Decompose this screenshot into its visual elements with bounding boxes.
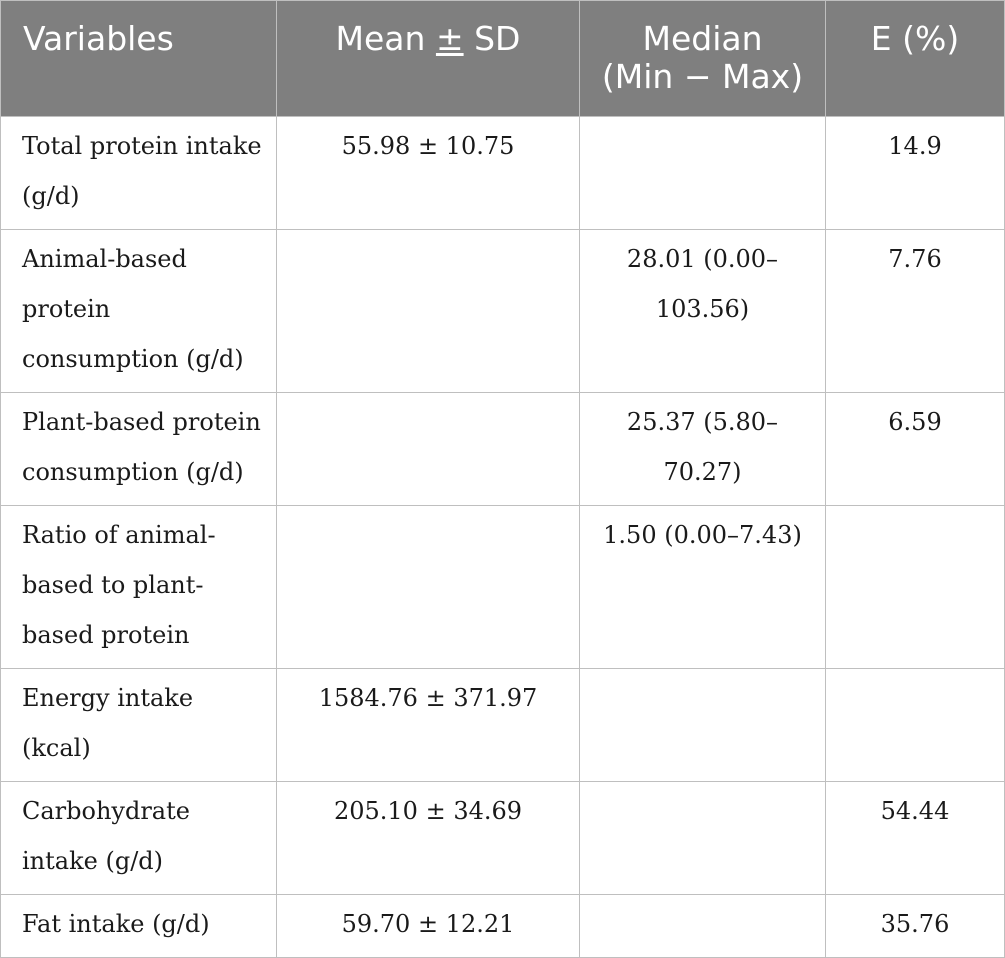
cell-variable: Energy intake (kcal) <box>0 668 277 782</box>
table-row: Animal-based protein consumption (g/d) 2… <box>0 229 1005 393</box>
cell-mean-sd <box>276 229 580 393</box>
cell-energy-percent: 35.76 <box>825 894 1005 958</box>
cell-variable: Fat intake (g/d) <box>0 894 277 958</box>
cell-variable: Plant-based protein consumption (g/d) <box>0 392 277 506</box>
table-row: Carbohydrate intake (g/d) 205.10 ± 34.69… <box>0 781 1005 895</box>
table-row: Energy intake (kcal) 1584.76 ± 371.97 <box>0 668 1005 782</box>
plus-minus-sign: ± <box>435 19 464 58</box>
cell-energy-percent: 7.76 <box>825 229 1005 393</box>
cell-median <box>579 894 826 958</box>
cell-median <box>579 668 826 782</box>
cell-mean-sd <box>276 505 580 669</box>
table-row: Total protein intake (g/d) 55.98 ± 10.75… <box>0 116 1005 230</box>
cell-median: 25.37 (5.80–70.27) <box>579 392 826 506</box>
cell-energy-percent: 14.9 <box>825 116 1005 230</box>
cell-median: 1.50 (0.00–7.43) <box>579 505 826 669</box>
cell-mean-sd <box>276 392 580 506</box>
cell-median <box>579 116 826 230</box>
header-median: Median (Min − Max) <box>579 0 826 117</box>
cell-variable: Animal-based protein consumption (g/d) <box>0 229 277 393</box>
header-energy-percent: E (%) <box>825 0 1005 117</box>
table-header: Variables Mean ± SD Median (Min − Max) E … <box>0 0 1005 117</box>
cell-variable: Total protein intake (g/d) <box>0 116 277 230</box>
cell-energy-percent <box>825 505 1005 669</box>
cell-energy-percent: 6.59 <box>825 392 1005 506</box>
cell-median: 28.01 (0.00–103.56) <box>579 229 826 393</box>
header-row: Variables Mean ± SD Median (Min − Max) E … <box>0 0 1005 117</box>
cell-energy-percent <box>825 668 1005 782</box>
cell-variable: Carbohydrate intake (g/d) <box>0 781 277 895</box>
cell-median <box>579 781 826 895</box>
cell-variable: Ratio of animal-based to plant-based pro… <box>0 505 277 669</box>
cell-mean-sd: 1584.76 ± 371.97 <box>276 668 580 782</box>
cell-energy-percent: 54.44 <box>825 781 1005 895</box>
cell-mean-sd: 59.70 ± 12.21 <box>276 894 580 958</box>
table-row: Plant-based protein consumption (g/d) 25… <box>0 392 1005 506</box>
table-row: Fat intake (g/d) 59.70 ± 12.21 35.76 <box>0 894 1005 958</box>
cell-mean-sd: 205.10 ± 34.69 <box>276 781 580 895</box>
header-mean-sd: Mean ± SD <box>276 0 580 117</box>
cell-mean-sd: 55.98 ± 10.75 <box>276 116 580 230</box>
header-variables: Variables <box>0 0 277 117</box>
table-row: Ratio of animal-based to plant-based pro… <box>0 505 1005 669</box>
